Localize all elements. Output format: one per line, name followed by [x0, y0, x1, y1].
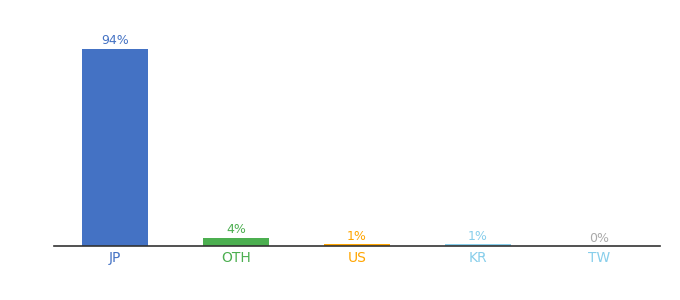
Text: 1%: 1%	[468, 230, 488, 243]
Bar	[82, 49, 148, 246]
Text: 0%: 0%	[589, 232, 609, 245]
Bar	[203, 238, 269, 246]
Bar	[324, 244, 390, 246]
Text: 1%: 1%	[347, 230, 367, 243]
Bar	[445, 244, 511, 246]
Text: 94%: 94%	[101, 34, 129, 47]
Text: 4%: 4%	[226, 223, 246, 236]
